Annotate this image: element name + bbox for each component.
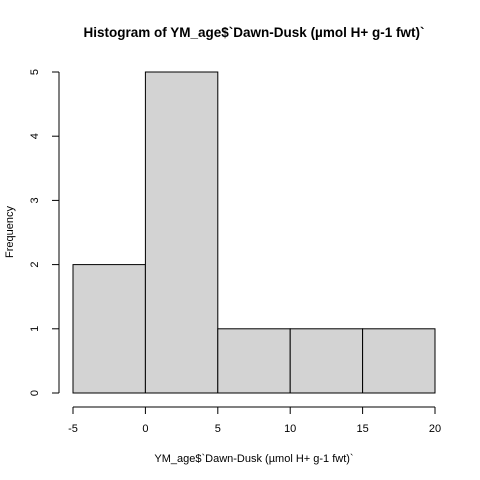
histogram-bar: [144, 71, 219, 394]
x-tick-label: -5: [68, 423, 78, 435]
x-tick-label: 15: [356, 423, 368, 435]
y-tick-label: 2: [29, 262, 41, 268]
x-axis-label: YM_age$`Dawn-Dusk (µmol H+ g-1 fwt)`: [154, 453, 353, 465]
y-tick-label: 1: [29, 326, 41, 332]
y-axis: 0 1 2 3 4 5: [29, 69, 60, 396]
histogram-bar: [72, 264, 146, 394]
bars-group: [72, 71, 436, 394]
chart-title: Histogram of YM_age$`Dawn-Dusk (µmol H+ …: [84, 25, 425, 40]
x-tick-label: 10: [284, 423, 296, 435]
x-tick-label: 0: [142, 423, 148, 435]
x-tick-label: 5: [215, 423, 221, 435]
histogram-bar: [217, 328, 291, 394]
y-tick-label: 0: [29, 390, 41, 396]
x-axis: -5 0 5 10 15 20: [68, 406, 441, 435]
y-tick-label: 5: [29, 69, 41, 75]
histogram-bar: [289, 328, 364, 394]
y-axis-label: Frequency: [4, 206, 16, 258]
y-tick-label: 3: [29, 197, 41, 203]
x-tick-label: 20: [429, 423, 441, 435]
histogram-bar: [362, 328, 436, 394]
y-tick-label: 4: [29, 133, 41, 139]
